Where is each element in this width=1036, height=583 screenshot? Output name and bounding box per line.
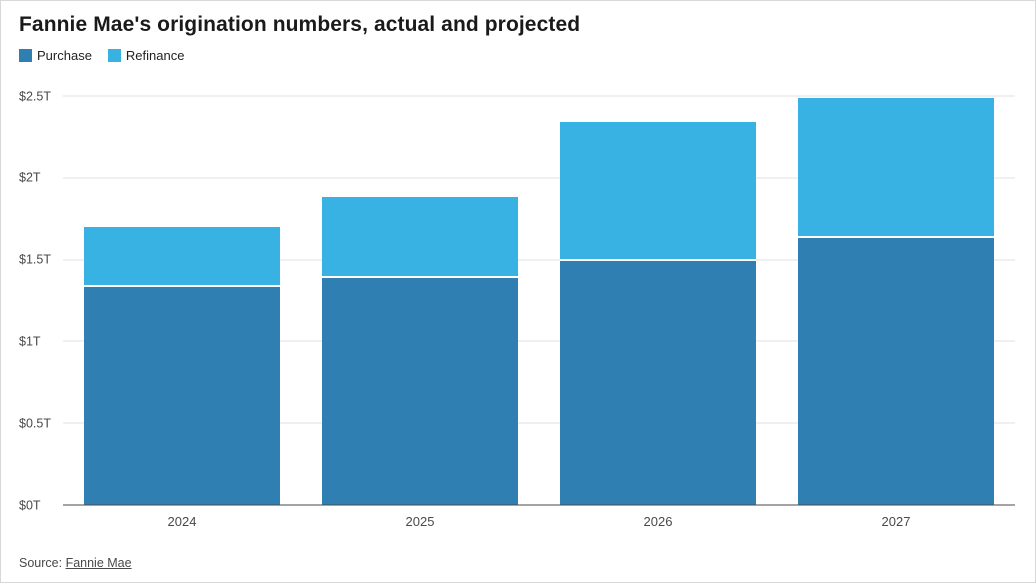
bar-segment-purchase-2024	[84, 287, 280, 505]
legend-item-purchase: Purchase	[19, 48, 92, 63]
source-line: Source: Fannie Mae	[19, 556, 132, 570]
bars-row	[63, 96, 1015, 505]
legend-label-refinance: Refinance	[125, 47, 185, 63]
bar-slot-2025	[301, 96, 539, 505]
bar-2025	[322, 96, 518, 505]
bar-segment-refinance-2027	[798, 97, 994, 239]
gridline	[63, 177, 1015, 179]
bar-slot-2027	[777, 96, 1015, 505]
source-link[interactable]: Fannie Mae	[65, 556, 132, 570]
purchase-swatch-icon	[19, 48, 32, 62]
x-axis: 2024 2025 2026 2027	[63, 514, 1015, 529]
gridline	[63, 422, 1015, 424]
chart-title: Fannie Mae's origination numbers, actual…	[19, 13, 581, 36]
gridline	[63, 340, 1015, 342]
bar-2024	[84, 96, 280, 505]
x-axis-label-2026: 2026	[643, 514, 673, 529]
bar-segment-refinance-2024	[84, 226, 280, 288]
y-axis-tick-label: $0.5T	[19, 417, 55, 430]
x-axis-label-2025: 2025	[405, 514, 435, 529]
bar-slot-2026	[539, 96, 777, 505]
y-axis-tick-label: $2T	[19, 172, 45, 185]
bar-segment-purchase-2026	[560, 261, 756, 505]
bar-slot-2024	[63, 96, 301, 505]
legend-label-purchase: Purchase	[37, 47, 92, 63]
x-axis-label-2027: 2027	[881, 514, 911, 529]
bar-segment-purchase-2027	[798, 238, 994, 505]
bar-2026	[560, 96, 756, 505]
y-axis-tick-label: $1.5T	[19, 253, 55, 266]
x-axis-baseline	[63, 504, 1015, 506]
bar-segment-refinance-2026	[560, 122, 756, 262]
gridline	[63, 95, 1015, 97]
y-axis-tick-label: $2.5T	[19, 90, 55, 103]
gridline	[63, 259, 1015, 261]
y-axis-tick-label: $1T	[19, 335, 45, 348]
bar-segment-purchase-2025	[322, 277, 518, 505]
plot-area: $0T $0.5T $1T $1.5T $2T $2.5T	[19, 90, 1015, 512]
x-axis-label-2024: 2024	[167, 514, 197, 529]
y-axis-tick-label: $0T	[19, 499, 45, 512]
legend-item-refinance: Refinance	[107, 47, 185, 63]
source-prefix: Source:	[19, 556, 66, 570]
bar-segment-refinance-2025	[322, 197, 518, 278]
legend: Purchase Refinance	[19, 47, 1015, 63]
bar-2027	[798, 96, 994, 505]
refinance-swatch-icon	[107, 48, 121, 62]
